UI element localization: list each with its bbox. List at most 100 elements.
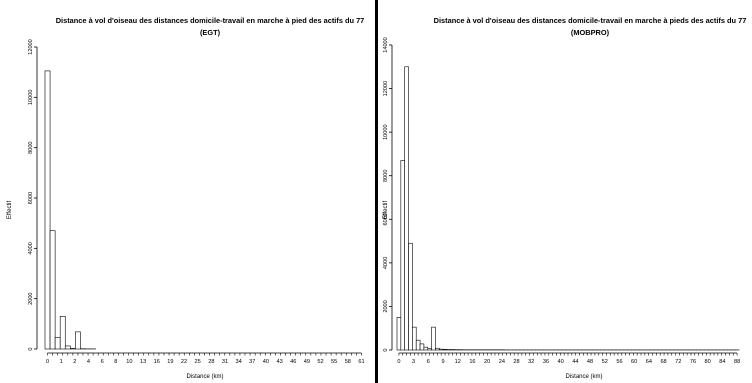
chart-panel-egt: Distance à vol d'oiseau des distances do… bbox=[0, 0, 375, 383]
x-tick-label: 88 bbox=[734, 359, 740, 365]
histogram-bar bbox=[427, 348, 432, 351]
y-tick-label: 4000 bbox=[28, 242, 34, 254]
histogram-bar bbox=[438, 348, 444, 351]
histogram-bar bbox=[442, 349, 448, 351]
y-axis-label: Effectif bbox=[383, 201, 389, 220]
x-tick-label: 10 bbox=[126, 359, 132, 365]
x-axis-label: Distance (km) bbox=[565, 374, 602, 380]
histogram-bar bbox=[54, 337, 61, 350]
x-tick-label: 0 bbox=[46, 359, 49, 365]
chart-title: Distance à vol d'oiseau des distances do… bbox=[56, 16, 365, 25]
x-tick-label: 37 bbox=[249, 359, 255, 365]
x-tick-label: 13 bbox=[140, 359, 146, 365]
x-tick-label: 68 bbox=[660, 359, 666, 365]
histogram-bar bbox=[408, 242, 413, 351]
chart-subtitle: (MOBPRO) bbox=[571, 28, 610, 37]
x-tick-label: 36 bbox=[543, 359, 549, 365]
x-tick-label: 46 bbox=[290, 359, 296, 365]
y-tick-label: 2000 bbox=[383, 300, 389, 312]
x-tick-label: 40 bbox=[263, 359, 269, 365]
x-tick-label: 55 bbox=[331, 359, 337, 365]
x-tick-label: 6 bbox=[101, 359, 104, 365]
histogram-bar bbox=[423, 346, 429, 351]
y-tick-label: 12000 bbox=[28, 39, 34, 55]
bars bbox=[44, 70, 96, 350]
y-axis-label: Effectif bbox=[7, 201, 13, 220]
x-tick-label: 43 bbox=[276, 359, 282, 365]
x-tick-label: 76 bbox=[690, 359, 696, 365]
y-tick-label: 12000 bbox=[383, 81, 389, 97]
histogram-bar bbox=[419, 343, 425, 351]
y-tick-label: 8000 bbox=[383, 169, 389, 181]
x-tick-label: 58 bbox=[345, 359, 351, 365]
y-tick-label: 10000 bbox=[383, 124, 389, 140]
x-axis-label: Distance (km) bbox=[186, 374, 223, 380]
y-tick-label: 8000 bbox=[28, 141, 34, 153]
histogram-bar bbox=[59, 315, 66, 350]
y-tick-label: 10000 bbox=[28, 90, 34, 106]
x-tick-label: 56 bbox=[616, 359, 622, 365]
x-tick-label: 64 bbox=[646, 359, 652, 365]
histogram-bar bbox=[64, 345, 71, 350]
x-tick-label: 72 bbox=[675, 359, 681, 365]
histogram-bar bbox=[49, 230, 56, 350]
x-tick-label: 3 bbox=[412, 359, 415, 365]
x-tick-label: 40 bbox=[558, 359, 564, 365]
histogram-egt: Distance à vol d'oiseau des distances do… bbox=[7, 16, 365, 380]
x-tick-label: 60 bbox=[631, 359, 637, 365]
x-tick-label: 32 bbox=[528, 359, 534, 365]
chart-panel-mobpro: Distance à vol d'oiseau des distances do… bbox=[378, 0, 752, 383]
x-tick-label: 12 bbox=[455, 359, 461, 365]
histogram-mobpro: Distance à vol d'oiseau des distances do… bbox=[383, 16, 747, 380]
histogram-bar bbox=[412, 326, 417, 351]
y-tick-label: 4000 bbox=[383, 257, 389, 269]
x-tick-label: 52 bbox=[317, 359, 323, 365]
x-tick-label: 28 bbox=[208, 359, 214, 365]
y-axis: 0 2000 4000 6000 8000 10000 12000 14000 bbox=[383, 37, 393, 352]
histogram-bar bbox=[75, 331, 81, 350]
histogram-bar bbox=[44, 70, 51, 350]
x-tick-label: 6 bbox=[427, 359, 430, 365]
x-tick-label: 2 bbox=[73, 359, 76, 365]
panel-divider bbox=[375, 0, 378, 383]
x-axis: 0 3 6 9 12 16 20 24 28 32 36 40 44 48 52 56 60 64 68 72 76 80… bbox=[397, 352, 740, 365]
y-tick-label: 6000 bbox=[28, 192, 34, 204]
histogram-bar bbox=[415, 339, 421, 351]
x-tick-label: 52 bbox=[602, 359, 608, 365]
histogram-bar bbox=[400, 160, 405, 351]
y-axis: 0 2000 4000 6000 8000 10000 12000 bbox=[28, 39, 38, 351]
y-tick-label: 0 bbox=[28, 347, 34, 350]
x-tick-label: 16 bbox=[154, 359, 160, 365]
x-tick-label: 9 bbox=[441, 359, 444, 365]
x-tick-label: 44 bbox=[572, 359, 578, 365]
histogram-bar bbox=[431, 326, 436, 351]
x-tick-label: 22 bbox=[181, 359, 187, 365]
x-tick-label: 48 bbox=[587, 359, 593, 365]
x-tick-label: 31 bbox=[222, 359, 228, 365]
y-tick-label: 14000 bbox=[383, 37, 389, 53]
x-tick-label: 1 bbox=[60, 359, 63, 365]
x-tick-label: 8 bbox=[114, 359, 117, 365]
histogram-bar bbox=[70, 348, 76, 350]
y-tick-label: 0 bbox=[383, 348, 389, 351]
x-tick-label: 28 bbox=[513, 359, 519, 365]
x-tick-label: 80 bbox=[705, 359, 711, 365]
y-tick-label: 2000 bbox=[28, 292, 34, 304]
x-tick-label: 61 bbox=[358, 359, 364, 365]
x-tick-label: 49 bbox=[304, 359, 310, 365]
histogram-bar bbox=[404, 66, 409, 351]
chart-title: Distance à vol d'oiseau des distances do… bbox=[434, 16, 747, 25]
x-tick-label: 25 bbox=[195, 359, 201, 365]
x-tick-label: 16 bbox=[469, 359, 475, 365]
x-tick-label: 19 bbox=[167, 359, 173, 365]
x-tick-label: 34 bbox=[236, 359, 242, 365]
chart-subtitle: (EGT) bbox=[200, 28, 221, 37]
histogram-bar bbox=[396, 317, 402, 351]
x-tick-label: 24 bbox=[499, 359, 505, 365]
y-tick-label: 6000 bbox=[383, 213, 389, 225]
x-tick-label: 4 bbox=[87, 359, 90, 365]
x-tick-label: 20 bbox=[484, 359, 490, 365]
x-tick-label: 84 bbox=[719, 359, 725, 365]
histogram-bar bbox=[435, 347, 440, 351]
x-tick-label: 0 bbox=[397, 359, 400, 365]
